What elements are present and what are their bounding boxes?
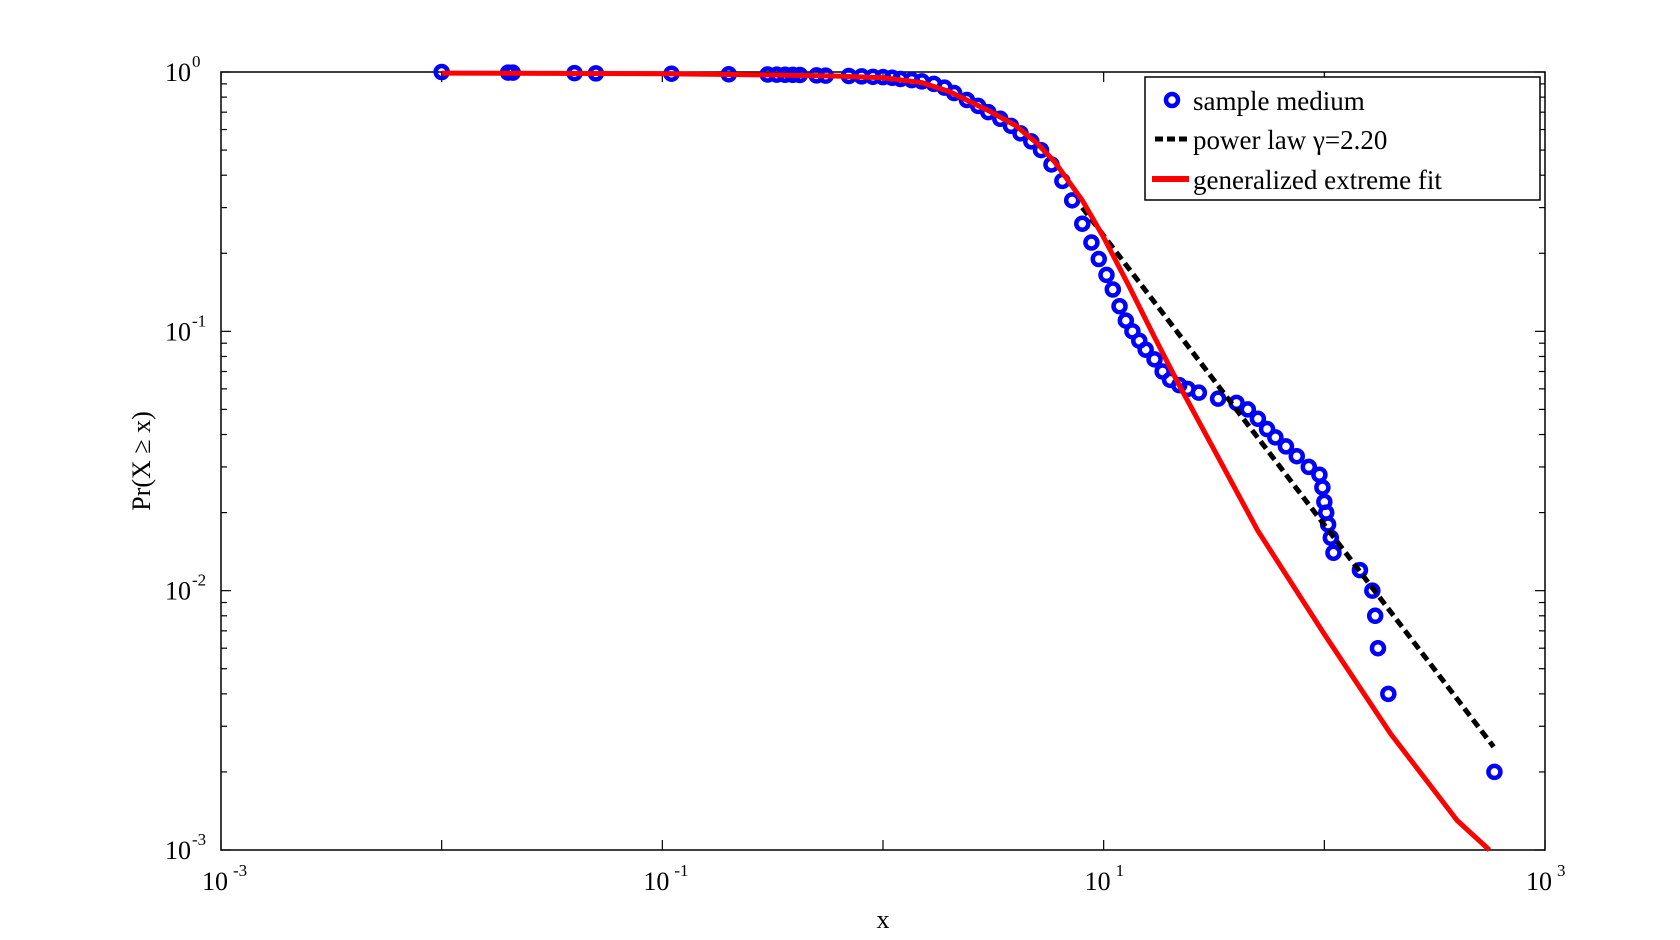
x-tick-label-exponent: 1 (1116, 861, 1125, 880)
sample-medium-point (1190, 384, 1208, 401)
axis-tick-labels: 10 -3 10 -1 10 1 10 310 010 -110 -210 -3 (165, 52, 1566, 896)
x-tick-label: 10 (643, 867, 669, 896)
sample-medium-point (1146, 351, 1163, 368)
x-tick-label-exponent: -3 (233, 861, 247, 880)
sample-medium-point (1098, 266, 1115, 284)
y-tick-label: 10 (165, 836, 191, 865)
sample-medium-point (1074, 215, 1091, 232)
x-tick-label-exponent: 3 (1557, 861, 1566, 880)
y-tick-label: 10 (165, 317, 191, 346)
legend: sample medium power law γ=2.20 generaliz… (1144, 76, 1541, 201)
sample-medium-point (1486, 763, 1503, 781)
sample-medium-point (1249, 410, 1267, 428)
sample-medium-point (1364, 582, 1381, 599)
x-tick-label: 10 (202, 867, 228, 896)
sample-medium-point (1090, 250, 1108, 268)
legend-label-sample-medium: sample medium (1193, 86, 1365, 116)
series-layer (433, 63, 1503, 852)
sample-medium-point (1267, 429, 1284, 446)
sample-medium-point (1314, 479, 1331, 496)
power-law-line (1080, 206, 1496, 749)
sample-medium-point (1209, 390, 1227, 407)
sample-medium-point (1288, 447, 1306, 465)
sample-medium-point (1369, 639, 1387, 657)
x-tick-label: 10 (1526, 867, 1552, 896)
x-axis-label: x (877, 905, 890, 934)
sample-medium-point (1351, 561, 1369, 579)
sample-medium-point (1258, 420, 1276, 438)
sample-medium-point (1137, 341, 1154, 358)
legend-box (1144, 76, 1541, 201)
sample-medium-point (1104, 281, 1122, 298)
sample-medium-point (1239, 401, 1257, 418)
x-tick-label: 10 (1085, 867, 1111, 896)
y-axis-label: Pr(X ≥ x) (127, 411, 156, 510)
legend-label-power-law: power law γ=2.20 (1193, 125, 1387, 155)
y-tick-label-exponent: -1 (192, 311, 206, 330)
sample-medium-point (1277, 438, 1295, 455)
x-tick-label-exponent: -1 (674, 861, 688, 880)
generalized-extreme-fit-line (441, 70, 1492, 852)
sample-medium-point (1325, 544, 1342, 562)
sample-medium-point (1063, 192, 1081, 209)
sample-medium-point (1300, 458, 1318, 476)
legend-label-generalized-extreme-fit: generalized extreme fit (1193, 165, 1442, 195)
sample-medium-point (1380, 685, 1397, 703)
y-tick-label: 10 (165, 577, 191, 606)
sample-medium-point (1366, 607, 1384, 625)
y-tick-label-exponent: -3 (192, 830, 206, 849)
y-tick-label-exponent: 0 (192, 52, 201, 71)
sample-medium-point (1111, 297, 1128, 315)
legend-marker-sample-medium (1163, 91, 1181, 109)
plot-area (220, 71, 1546, 851)
y-tick-label: 10 (165, 58, 191, 87)
sample-medium-point (1083, 234, 1100, 251)
y-tick-label-exponent: -2 (192, 571, 206, 590)
